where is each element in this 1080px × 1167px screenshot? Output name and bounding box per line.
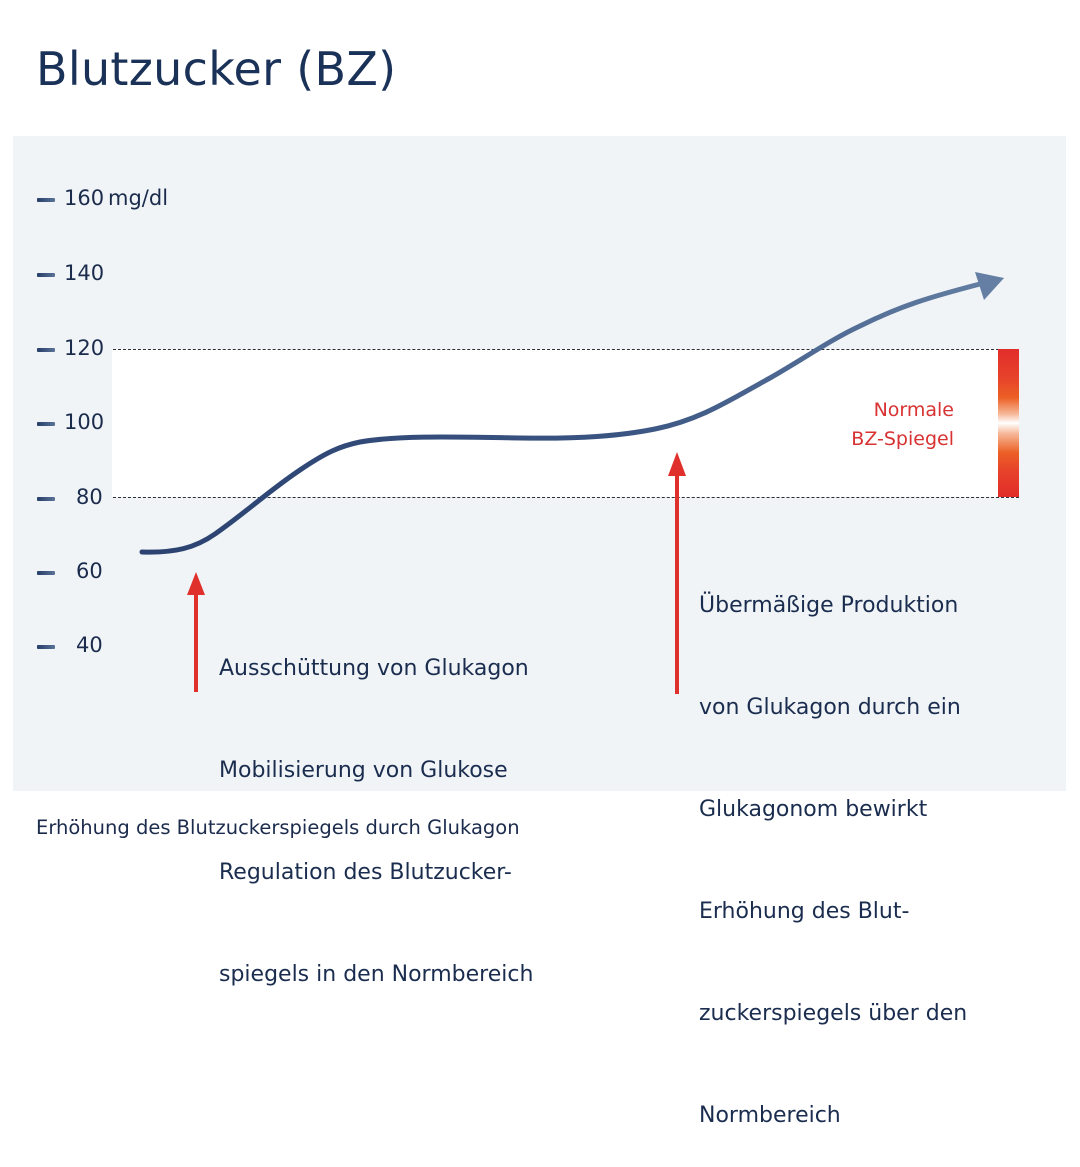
- normal-range-gradient-bar: [998, 349, 1019, 497]
- tick-label-160: 160: [64, 186, 105, 210]
- tick-mark: [37, 348, 55, 352]
- left-red-arrow-icon: [187, 572, 205, 692]
- y-axis-unit: mg/dl: [108, 186, 169, 210]
- annotation-line: Glukagonom bewirkt: [699, 797, 928, 822]
- chart-panel: 160 mg/dl 140 120 100 80 60 40 Normale B…: [13, 136, 1066, 791]
- annotation-line: Mobilisierung von Glukose: [219, 758, 508, 783]
- normal-range-label-line1: Normale: [873, 399, 954, 421]
- tick-mark: [37, 273, 55, 277]
- tick-label-100: 100: [64, 410, 105, 434]
- reference-line-80: [113, 497, 1019, 498]
- annotation-line: spiegels in den Normbereich: [219, 962, 534, 987]
- tick-label-60: 60: [76, 559, 103, 583]
- page-title: Blutzucker (BZ): [36, 42, 397, 96]
- right-annotation: Übermäßige Produktion von Glukagon durch…: [699, 521, 967, 1167]
- tick-label-40: 40: [76, 633, 103, 657]
- normal-range-band: [112, 349, 1018, 497]
- reference-line-120: [113, 349, 1019, 350]
- tick-mark: [37, 198, 55, 202]
- tick-mark: [37, 645, 55, 649]
- annotation-line: von Glukagon durch ein: [699, 695, 961, 720]
- tick-label-80: 80: [76, 485, 103, 509]
- annotation-line: Normbereich: [699, 1103, 841, 1128]
- tick-mark: [37, 497, 55, 501]
- curve-arrowhead-body: [975, 272, 1004, 300]
- glucose-curve: [139, 281, 983, 555]
- tick-label-140: 140: [64, 261, 105, 285]
- annotation-line: Erhöhung des Blut-: [699, 899, 910, 924]
- tick-mark: [37, 571, 55, 575]
- left-annotation: Ausschüttung von Glukagon Mobilisierung …: [219, 584, 533, 1026]
- right-red-arrow-icon: [668, 452, 686, 694]
- tick-mark: [37, 422, 55, 426]
- annotation-line: Übermäßige Produktion: [699, 593, 959, 618]
- tick-label-120: 120: [64, 336, 105, 360]
- chart-graphics: [139, 272, 1004, 694]
- normal-range-label-line2: BZ-Spiegel: [851, 428, 954, 450]
- annotation-line: zuckerspiegels über den: [699, 1001, 968, 1026]
- annotation-line: Ausschüttung von Glukagon: [219, 656, 529, 681]
- normal-range-label: Normale BZ-Spiegel: [851, 396, 954, 454]
- annotation-line: Regulation des Blutzucker-: [219, 860, 512, 885]
- figure-caption: Erhöhung des Blutzuckerspiegels durch Gl…: [36, 816, 520, 839]
